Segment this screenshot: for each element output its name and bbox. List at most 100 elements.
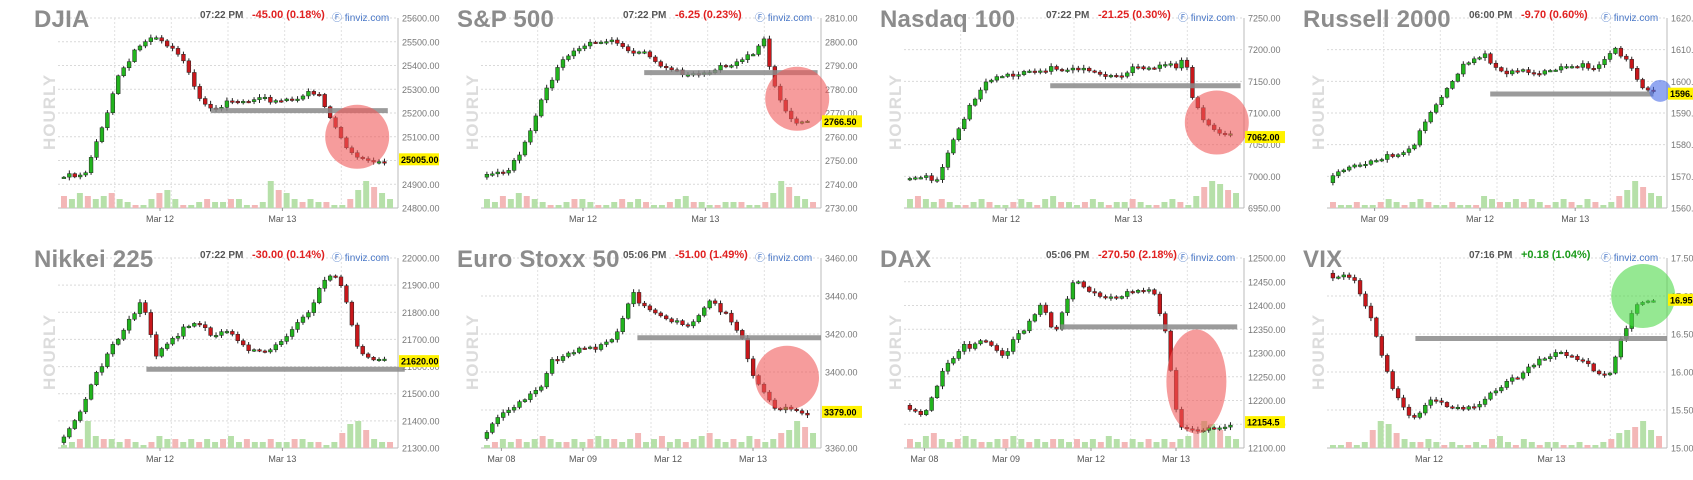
candle: [132, 49, 137, 62]
volume-bar: [1409, 202, 1416, 208]
candle: [940, 370, 945, 387]
candle: [164, 343, 170, 349]
candle: [1548, 70, 1553, 73]
candle: [1526, 69, 1531, 73]
candle: [707, 300, 712, 309]
volume-bar: [555, 205, 562, 208]
chart-svg-djia: 25600.00 25500.00 25400.00 25300.00 25200.00…: [58, 14, 440, 224]
candle: [506, 409, 511, 413]
last-price-tag: [1245, 131, 1285, 144]
volume-bar: [499, 196, 506, 208]
candle: [1635, 68, 1640, 80]
volume-bar: [627, 439, 634, 448]
chart-panel-sandp-500[interactable]: 2810.00 2800.00 2790.00 2780.00 2770.00 2760.…: [423, 0, 862, 230]
chart-panel-djia[interactable]: 25600.00 25500.00 25400.00 25300.00 25200.00…: [0, 0, 440, 230]
chart-time: 07:22 PM: [200, 250, 244, 261]
candle: [143, 41, 148, 47]
volume-bar: [1401, 205, 1408, 208]
volume-bar: [658, 436, 665, 448]
volume-bar: [1624, 190, 1631, 208]
candle: [1379, 336, 1384, 356]
source-link[interactable]: Ⓕ finviz.com: [1178, 253, 1236, 264]
candle: [1336, 171, 1341, 176]
candle: [1368, 160, 1374, 165]
volume-bar: [291, 199, 298, 208]
candle: [61, 436, 67, 443]
candle: [1076, 67, 1081, 71]
chart-panel-russell-2000[interactable]: 1620.00 1610.00 1600.00 1590.00 1580.00 1570.…: [1269, 0, 1693, 230]
chart-panel-nikkei-225[interactable]: 22000.0021900.0021800.0021700.0021600.00…: [0, 240, 440, 470]
chart-panel-euro-stoxx-50[interactable]: 3460.003440.003420.003400.003380.003360.…: [423, 240, 862, 470]
volume-bar: [954, 439, 961, 448]
candle: [322, 279, 327, 289]
candle: [1146, 67, 1152, 70]
candle: [1097, 71, 1103, 75]
candle: [1043, 304, 1048, 313]
candle: [718, 303, 723, 313]
volume-bar: [555, 442, 562, 448]
volume-bar: [1066, 202, 1073, 208]
source-link[interactable]: Ⓕ finviz.com: [332, 13, 390, 24]
chart-time: 07:16 PM: [1469, 250, 1513, 261]
volume-bar: [1544, 205, 1551, 208]
candle: [1049, 312, 1054, 328]
volume-bar: [124, 202, 131, 208]
volume-bar: [658, 205, 665, 208]
timeframe-caption: HOURLY: [463, 73, 482, 150]
candle: [1542, 358, 1547, 361]
source-link[interactable]: Ⓕ finviz.com: [1601, 13, 1659, 24]
volume-bar: [1632, 427, 1639, 448]
candle: [729, 65, 734, 68]
y-tick-label: 2780.00: [825, 85, 858, 95]
volume-bar: [1153, 205, 1160, 208]
volume-bar: [1552, 202, 1559, 208]
candle: [268, 349, 273, 353]
source-link[interactable]: Ⓕ finviz.com: [755, 13, 813, 24]
chart-panel-dax[interactable]: 12500.00 12450.00 12400.00 12350.00 12300.00…: [846, 240, 1286, 470]
volume-bar: [323, 445, 330, 448]
candle: [88, 384, 94, 400]
y-tick-label: 24800.00: [402, 204, 440, 214]
timeframe-caption: HOURLY: [1309, 313, 1328, 390]
candle: [1444, 88, 1450, 98]
candle: [257, 349, 262, 352]
volume-bar: [61, 445, 67, 448]
candle: [197, 86, 202, 99]
candle: [1179, 59, 1184, 69]
candle: [1433, 104, 1439, 113]
highlight-circle: [1649, 79, 1672, 102]
source-link[interactable]: Ⓕ finviz.com: [1601, 253, 1659, 264]
candle: [924, 175, 929, 178]
source-link[interactable]: Ⓕ finviz.com: [1178, 13, 1236, 24]
volume-bar: [1592, 445, 1599, 448]
candle: [566, 55, 571, 60]
candle: [154, 334, 159, 357]
volume-bar: [1616, 196, 1623, 208]
candle: [495, 417, 500, 425]
candle: [734, 61, 739, 66]
volume-bar: [164, 190, 171, 208]
source-link[interactable]: Ⓕ finviz.com: [755, 253, 813, 264]
candle: [72, 173, 77, 178]
candle: [1125, 72, 1130, 77]
candle: [1580, 359, 1585, 362]
candle: [116, 338, 121, 345]
volume-bar: [1185, 436, 1192, 448]
chart-panel-nasdaq-100[interactable]: 7250.00 7200.00 7150.00 7100.00 7050.00 7000.…: [846, 0, 1285, 230]
volume-bar: [1552, 442, 1559, 448]
y-tick-label: 2790.00: [825, 61, 858, 71]
candle: [1027, 320, 1032, 332]
source-link[interactable]: Ⓕ finviz.com: [332, 253, 390, 264]
chart-change: -45.00 (0.18%): [252, 9, 325, 21]
candle: [83, 398, 88, 413]
chart-svg-nasdaq-100: 7250.00 7200.00 7150.00 7100.00 7050.00 7000.…: [904, 14, 1285, 224]
timeframe-caption: HOURLY: [886, 313, 905, 390]
candle: [1330, 272, 1336, 279]
volume-bar: [315, 442, 322, 448]
candle: [1401, 152, 1406, 156]
candle: [972, 98, 978, 106]
candle: [1531, 364, 1537, 368]
last-price-label: 1596.10: [1670, 89, 1693, 99]
volume-bar: [347, 424, 354, 448]
